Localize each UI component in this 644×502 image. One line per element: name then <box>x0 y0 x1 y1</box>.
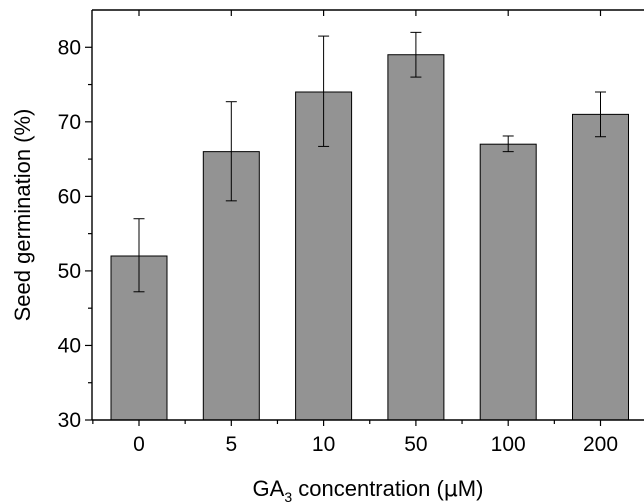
y-tick-label-50: 50 <box>58 260 81 283</box>
x-tick-label-10: 10 <box>312 433 335 456</box>
x-axis-title: GA3 concentration (μM) <box>253 476 484 502</box>
x-axis-title-unit: M) <box>458 476 484 501</box>
x-tick-label-5: 5 <box>225 433 237 456</box>
x-axis-title-suffix: concentration ( <box>292 476 444 501</box>
x-axis-title-subscript: 3 <box>284 489 292 502</box>
x-tick-label-100: 100 <box>491 433 526 456</box>
bar-200 <box>572 113 629 421</box>
bars-layer <box>110 54 629 421</box>
x-tick-label-200: 200 <box>583 433 618 456</box>
error-bars-layer <box>133 31 606 293</box>
y-tick-label-70: 70 <box>58 111 81 134</box>
axes-layer <box>91 9 644 421</box>
x-tick-label-0: 0 <box>133 433 145 456</box>
bar-100 <box>479 143 537 421</box>
bar-50 <box>387 54 445 421</box>
x-axis-title-mu: μ <box>444 477 458 502</box>
y-axis-title: Seed germination (%) <box>10 109 35 322</box>
y-tick-label-80: 80 <box>58 36 81 59</box>
x-tick-label-50: 50 <box>404 433 427 456</box>
x-ticks-layer: 0 5 10 50 100 200 <box>92 10 618 456</box>
y-tick-label-40: 40 <box>58 334 81 357</box>
y-tick-label-60: 60 <box>58 185 81 208</box>
y-ticks-layer: 30 40 50 60 70 80 <box>58 36 92 432</box>
x-axis-title-prefix: GA <box>253 476 285 501</box>
y-tick-label-30: 30 <box>58 409 81 432</box>
